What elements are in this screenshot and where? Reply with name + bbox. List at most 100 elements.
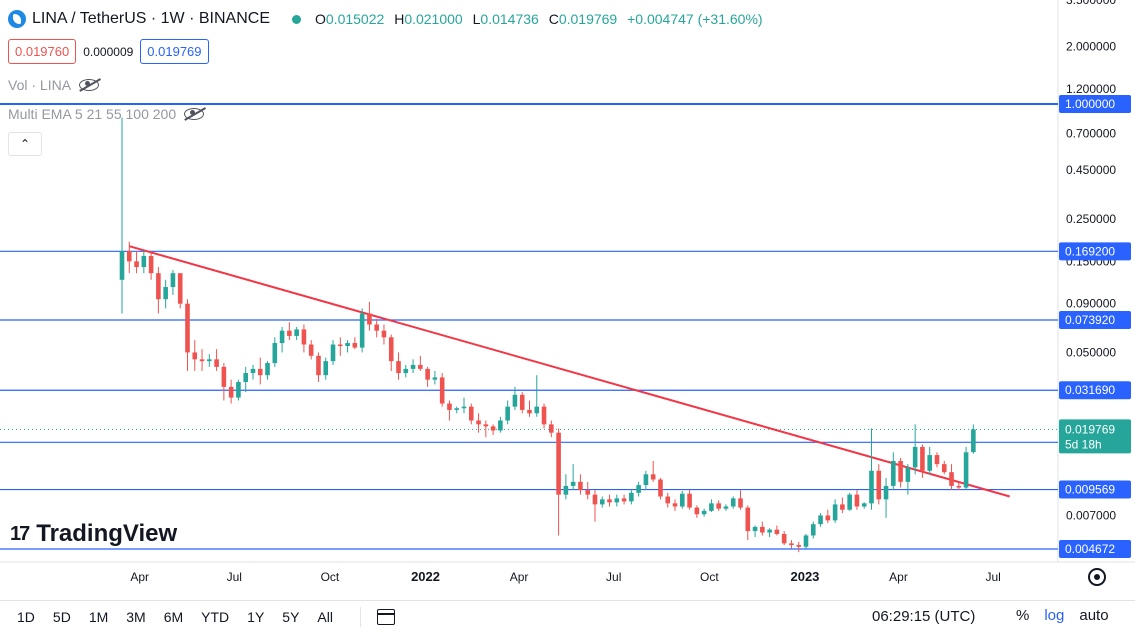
range-1y-button[interactable]: 1Y xyxy=(247,609,265,625)
candle-body xyxy=(236,382,241,398)
candle xyxy=(629,490,634,505)
candle xyxy=(905,464,911,495)
candle xyxy=(483,420,489,438)
candle xyxy=(810,521,816,539)
candle xyxy=(781,531,787,546)
level-price-label: 0.004672 xyxy=(1065,542,1115,556)
candle-body xyxy=(483,424,489,427)
time-tick-label: Oct xyxy=(321,570,340,584)
candle-body xyxy=(672,503,678,507)
change-value: +0.004747 (+31.60%) xyxy=(627,11,763,27)
candle-body xyxy=(941,464,947,473)
utc-clock[interactable]: 06:29:15 (UTC) xyxy=(872,608,976,625)
open-value: 0.015022 xyxy=(325,11,385,27)
candle xyxy=(279,326,285,353)
candle xyxy=(643,470,649,491)
candle-body xyxy=(738,498,743,508)
candle-body xyxy=(476,420,481,425)
collapse-legend-button[interactable]: ⌃ xyxy=(8,132,42,156)
candle xyxy=(199,349,205,371)
candle xyxy=(716,500,721,511)
candle-body xyxy=(963,452,969,488)
candle-body xyxy=(607,499,612,503)
candle-body xyxy=(781,533,787,544)
auto-scale-button[interactable]: auto xyxy=(1079,607,1109,624)
level-price-tag xyxy=(1059,540,1131,558)
range-ytd-button[interactable]: YTD xyxy=(201,609,230,625)
candle xyxy=(883,477,889,518)
high-value: 0.021000 xyxy=(404,11,463,27)
candle xyxy=(679,491,685,509)
range-3m-button[interactable]: 3M xyxy=(126,609,146,625)
ema-indicator-legend[interactable]: Multi EMA 5 21 55 100 200 xyxy=(8,106,205,122)
candle-body xyxy=(592,494,598,505)
time-axis[interactable]: Apr Jul Oct 2022 Apr Jul Oct 2023 Apr Jul xyxy=(130,569,1000,584)
candle xyxy=(607,494,612,507)
candle xyxy=(854,490,860,510)
candle xyxy=(832,499,838,523)
candle-body xyxy=(156,273,161,300)
candle xyxy=(767,528,772,537)
candle xyxy=(177,273,183,309)
price-chart[interactable]: 3.500000 2.000000 1.200000 0.700000 0.450000… xyxy=(0,0,1135,600)
candle-body xyxy=(825,515,831,521)
candle xyxy=(541,403,547,429)
range-all-button[interactable]: All xyxy=(317,609,333,625)
hidden-eye-icon[interactable] xyxy=(184,108,205,120)
candle xyxy=(941,461,947,475)
candle xyxy=(912,424,918,475)
candle xyxy=(374,318,379,338)
candle-body xyxy=(971,429,976,453)
range-5y-button[interactable]: 5Y xyxy=(282,609,300,625)
candle xyxy=(774,525,780,536)
level-price-label: 0.073920 xyxy=(1065,313,1115,327)
price-tick-label: 0.250000 xyxy=(1066,212,1116,226)
candle xyxy=(687,490,692,510)
candle xyxy=(265,361,270,380)
calendar-icon[interactable] xyxy=(376,609,395,625)
level-price-label: 0.031690 xyxy=(1065,383,1115,397)
price-tick-label: 3.500000 xyxy=(1066,0,1116,7)
range-5d-button[interactable]: 5D xyxy=(52,609,71,625)
candle xyxy=(956,481,962,491)
level-price-tag xyxy=(1059,381,1131,400)
range-6m-button[interactable]: 6M xyxy=(163,609,184,625)
range-1d-button[interactable]: 1D xyxy=(17,609,35,625)
symbol-title[interactable]: LINA / TetherUS · 1W · BINANCE xyxy=(32,10,270,27)
hidden-eye-icon[interactable] xyxy=(79,79,100,91)
candle xyxy=(447,400,452,421)
candle-body xyxy=(337,344,343,347)
candle xyxy=(345,340,350,353)
candle xyxy=(388,334,394,371)
candle-body xyxy=(279,330,285,344)
buy-button[interactable]: 0.019769 xyxy=(140,39,209,64)
candle-body xyxy=(716,503,721,509)
price-tick-label: 2.000000 xyxy=(1066,40,1116,54)
level-price-label: 0.009569 xyxy=(1065,483,1115,497)
sell-button[interactable]: 0.019760 xyxy=(8,39,77,64)
spread-value: 0.000009 xyxy=(83,44,134,59)
log-scale-button[interactable]: log xyxy=(1044,607,1065,624)
candle xyxy=(876,464,882,505)
candle-body xyxy=(585,490,591,495)
candle-body xyxy=(570,481,576,486)
volume-indicator-legend[interactable]: Vol · LINA xyxy=(8,77,100,93)
percent-scale-button[interactable]: % xyxy=(1016,607,1030,624)
candle-body xyxy=(832,504,838,521)
candle-body xyxy=(789,543,794,546)
candle xyxy=(920,444,925,478)
level-price-tag xyxy=(1059,242,1131,261)
candle-body xyxy=(134,261,139,268)
price-tick-label: 0.090000 xyxy=(1066,297,1116,311)
candle xyxy=(257,357,263,385)
price-axis[interactable]: 3.500000 2.000000 1.200000 0.700000 0.450000… xyxy=(1059,0,1131,558)
candle-body xyxy=(709,503,714,511)
candle-body xyxy=(432,377,438,380)
candle xyxy=(352,337,358,350)
candle-body xyxy=(549,424,554,433)
gear-icon[interactable] xyxy=(1088,568,1106,586)
candle-body xyxy=(345,343,350,347)
tradingview-logo-icon: 17 xyxy=(10,522,30,545)
candle-body xyxy=(956,485,962,488)
range-1m-button[interactable]: 1M xyxy=(88,609,109,625)
